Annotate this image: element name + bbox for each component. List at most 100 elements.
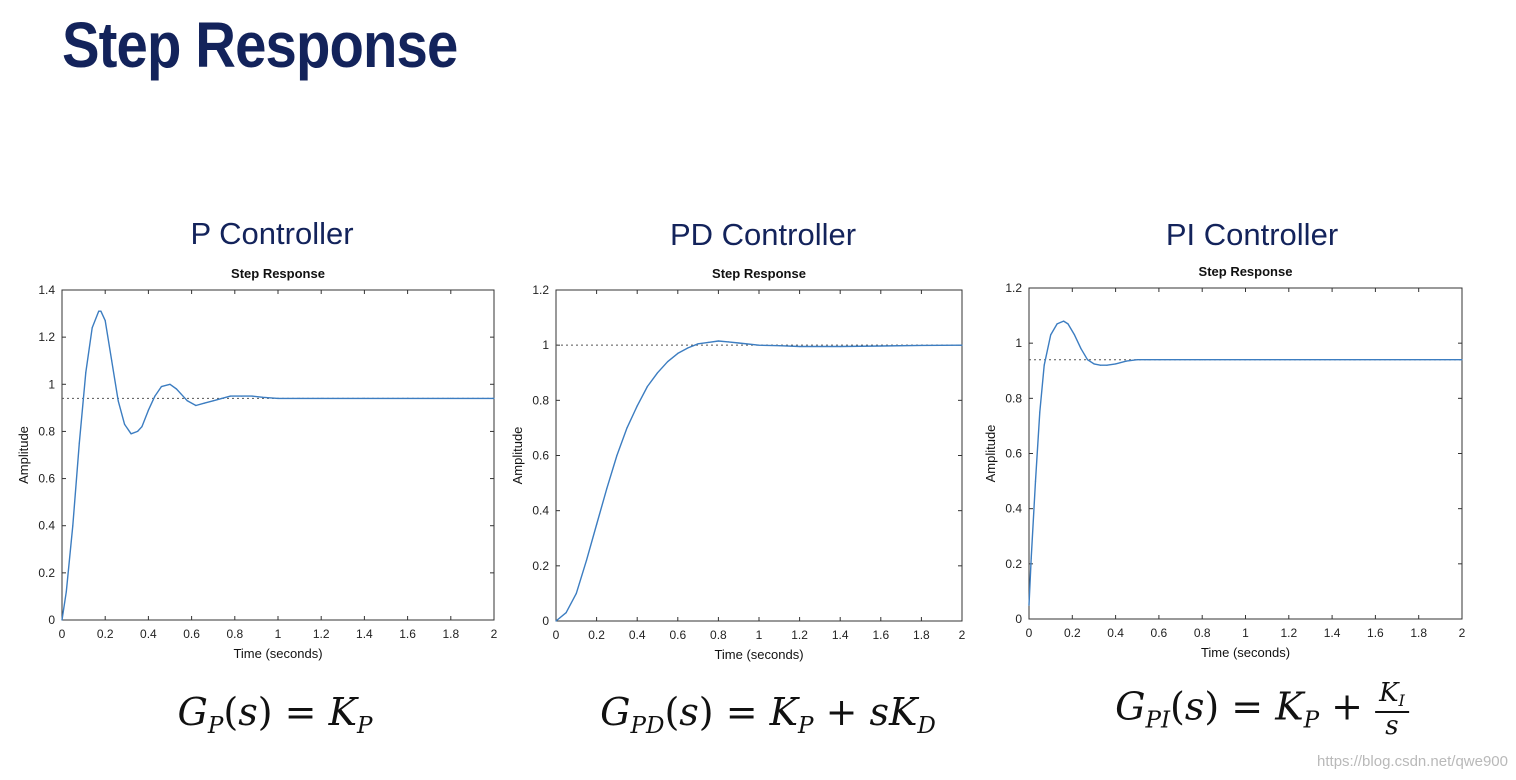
response-point <box>251 395 253 397</box>
y-tick-label: 0.6 <box>532 449 549 463</box>
response-point <box>407 397 409 399</box>
response-point <box>240 395 242 397</box>
response-point <box>920 344 923 346</box>
eq-pi-frac-den: s <box>1385 710 1399 741</box>
response-point <box>117 400 119 402</box>
chart-pd-controller: Step Response 0 0.2 0.4 0.6 0.8 1 1.2 1.4 1.6 1.8 2… <box>510 266 966 662</box>
response-point <box>277 397 279 399</box>
x-tick-label: 0.6 <box>183 627 200 641</box>
x-tick-label: 0.8 <box>1194 626 1211 640</box>
response-point <box>85 371 87 374</box>
y-axis-label: Amplitude <box>16 426 31 484</box>
x-tick-label: 1.4 <box>356 627 373 641</box>
response-point <box>78 442 80 444</box>
equation-p: GP(s) = KP <box>177 690 373 739</box>
plot-frame <box>61 289 495 621</box>
response-line <box>1028 320 1462 606</box>
response-point <box>65 591 67 593</box>
x-axis-label: Time (seconds) <box>233 646 322 661</box>
response-point <box>180 393 182 395</box>
y-tick-label: 0.8 <box>38 424 55 438</box>
chart-title: Step Response <box>712 266 806 281</box>
response-point <box>1067 323 1069 325</box>
response-point <box>104 320 106 322</box>
response-point <box>61 619 63 621</box>
response-point <box>1147 359 1149 361</box>
y-tick-label: 0 <box>1015 612 1022 626</box>
chart-title: Step Response <box>1199 264 1293 279</box>
response-point <box>839 345 841 348</box>
chart-title: Step Response <box>231 266 325 281</box>
response-point <box>1030 557 1032 559</box>
x-tick-label: 0.8 <box>710 628 727 642</box>
response-point <box>204 402 206 404</box>
x-tick-label: 2 <box>1459 626 1466 640</box>
x-tick-label: 0.4 <box>629 628 646 642</box>
response-point <box>667 361 669 363</box>
response-point <box>229 395 232 397</box>
x-tick-label: 0.2 <box>588 628 605 642</box>
response-point <box>169 383 171 385</box>
x-tick-label: 0.2 <box>1064 626 1081 640</box>
y-tick-label: 0.2 <box>38 566 55 580</box>
response-point <box>565 612 567 614</box>
eq-p-rhs-sub: P <box>356 713 373 739</box>
response-point <box>262 396 264 398</box>
y-tick-label: 1 <box>48 377 55 391</box>
x-tick-label: 1.8 <box>913 628 930 642</box>
response-point <box>100 310 102 312</box>
y-tick-label: 1 <box>542 338 549 352</box>
response-point <box>450 397 452 399</box>
response-point <box>212 400 214 402</box>
response-point <box>575 592 577 595</box>
response-point <box>72 525 74 527</box>
response-line <box>555 340 963 622</box>
y-tick-label: 0.4 <box>38 519 55 533</box>
y-tick-label: 1.4 <box>38 283 55 297</box>
response-point <box>299 397 301 399</box>
y-tick-label: 1.2 <box>1005 281 1022 295</box>
response-point <box>677 352 679 354</box>
response-point <box>717 340 720 342</box>
response-point <box>1158 359 1160 361</box>
response-point <box>1073 334 1076 336</box>
response-point <box>1353 359 1355 361</box>
response-point <box>799 345 801 348</box>
response-point <box>91 327 93 329</box>
eq-pi-rhs-sub: P <box>1303 707 1320 734</box>
response-point <box>778 345 780 347</box>
response-point <box>961 344 963 346</box>
response-point <box>1086 359 1089 361</box>
x-tick-label: 1 <box>756 628 763 642</box>
response-point <box>636 405 638 407</box>
response-point <box>195 404 197 407</box>
response-point <box>880 345 882 347</box>
response-point <box>1056 323 1058 325</box>
response-point <box>687 347 689 349</box>
response-point <box>186 400 188 402</box>
response-point <box>1039 411 1041 413</box>
response-point <box>656 372 659 374</box>
response-point <box>175 388 178 390</box>
response-point <box>137 430 139 432</box>
response-point <box>707 341 709 343</box>
response-point <box>98 310 100 312</box>
response-point <box>1106 364 1108 366</box>
response-point <box>111 360 113 362</box>
chart-p-controller: Step Response 0 0.2 0.4 0.6 0.8 1 1.2 1.4 1.6 1.8 2… <box>16 266 498 661</box>
page-title: Step Response <box>62 9 458 81</box>
y-tick-label: 0.8 <box>532 393 549 407</box>
x-tick-label: 1.4 <box>832 628 849 642</box>
response-point <box>154 395 156 397</box>
x-tick-label: 1.4 <box>1324 626 1341 640</box>
x-tick-label: 0 <box>553 628 560 642</box>
response-point <box>727 341 730 343</box>
response-point <box>130 433 132 435</box>
x-tick-label: 1.6 <box>872 628 889 642</box>
y-tick-label: 0.4 <box>1005 502 1022 516</box>
x-tick-label: 0 <box>1026 626 1033 640</box>
panel-heading-pd: PD Controller <box>669 217 857 252</box>
x-tick-label: 1 <box>275 627 282 641</box>
response-point <box>1099 364 1101 366</box>
